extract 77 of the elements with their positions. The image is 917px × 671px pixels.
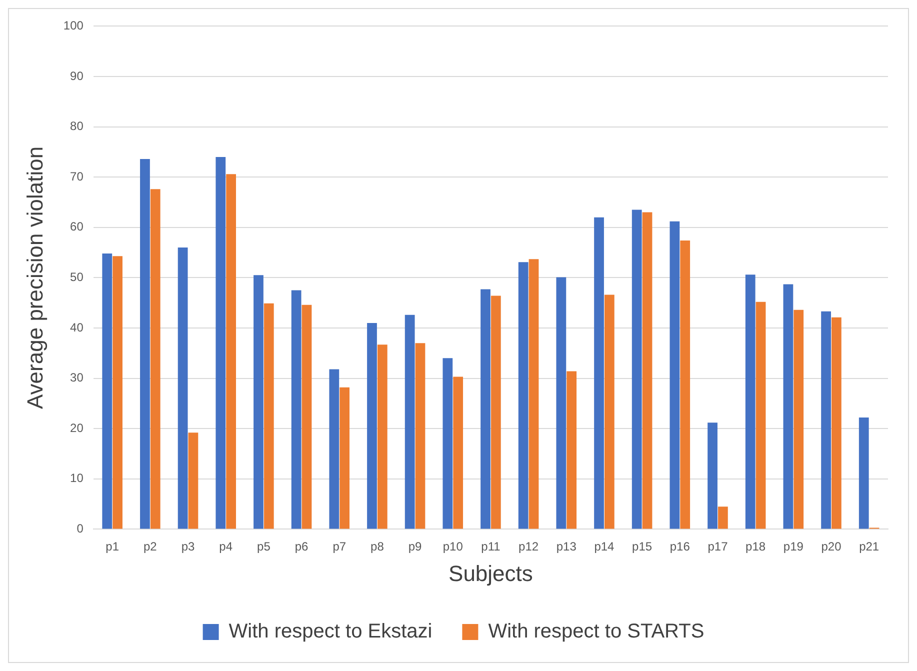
bar: [518, 262, 528, 529]
bar: [112, 256, 122, 529]
bar: [783, 284, 794, 529]
bar: [604, 294, 614, 529]
bar: [291, 290, 302, 529]
x-tick-label: p3: [181, 540, 196, 554]
x-tick-label: p21: [859, 540, 880, 554]
x-tick-label: p20: [821, 540, 842, 554]
y-tick-label: 60: [70, 220, 84, 234]
bar: [490, 296, 501, 529]
y-axis-title: Average precision violation: [22, 146, 48, 409]
bar: [140, 158, 150, 529]
x-tick-label: p9: [408, 540, 422, 554]
legend-label: With respect to STARTS: [488, 620, 704, 643]
bar: [680, 240, 690, 529]
legend-label: With respect to Ekstazi: [228, 620, 432, 643]
x-tick-label: p11: [481, 540, 501, 554]
x-tick-label: p16: [670, 540, 690, 554]
bar: [756, 302, 766, 529]
bar: [150, 189, 160, 529]
bar: [480, 289, 490, 529]
bar: [442, 358, 453, 529]
y-tick-label: 100: [63, 18, 84, 33]
x-tick-label: p15: [632, 540, 652, 554]
y-tick-label: 70: [70, 169, 84, 184]
bar: [367, 322, 377, 529]
bar: [528, 259, 539, 529]
bar: [377, 344, 388, 529]
y-tick-label: 90: [70, 68, 84, 83]
bar: [708, 422, 718, 529]
x-tick-label: p8: [370, 540, 384, 554]
bar: [794, 310, 804, 529]
y-tick-label: 80: [70, 119, 84, 134]
bar: [216, 156, 226, 529]
x-tick-label: p18: [746, 540, 766, 554]
bar: [832, 317, 842, 529]
x-tick-label: p5: [257, 540, 271, 554]
bar: [594, 217, 604, 529]
bar: [821, 311, 831, 529]
bar: [226, 174, 236, 529]
x-tick-label: p19: [783, 540, 804, 554]
bar: [340, 387, 350, 529]
x-tick-label: p4: [219, 540, 233, 554]
y-tick-label: 30: [70, 370, 84, 385]
bar: [102, 254, 112, 529]
bar: [264, 303, 274, 529]
x-tick-label: p7: [332, 540, 346, 554]
y-tick-label: 10: [70, 471, 84, 486]
x-tick-label: p13: [556, 540, 577, 554]
x-tick-label: p1: [106, 540, 120, 554]
x-tick-label: p14: [594, 540, 615, 554]
x-tick-label: p10: [442, 540, 464, 554]
bar: [178, 248, 188, 529]
y-tick-label: 20: [70, 420, 84, 435]
bar: [254, 275, 264, 529]
bar: [415, 343, 426, 529]
bar: [745, 274, 756, 529]
bar: [302, 304, 312, 529]
bar: [453, 376, 464, 529]
bar: [566, 371, 577, 529]
x-tick-label: p2: [143, 540, 158, 554]
bar: [188, 432, 198, 529]
bar: [404, 314, 415, 529]
x-tick-label: p17: [708, 540, 728, 554]
y-tick-label: 50: [70, 270, 84, 284]
bar: [670, 221, 680, 529]
bar: [632, 210, 642, 529]
bar: [718, 506, 728, 529]
y-tick-label: 40: [70, 320, 84, 334]
bar: [858, 418, 869, 529]
x-tick-label: p12: [518, 540, 539, 554]
bar: [556, 277, 566, 529]
x-tick-label: p6: [294, 540, 309, 554]
x-axis-title: Subjects: [448, 560, 533, 586]
y-tick-label: 0: [76, 522, 84, 536]
bar: [642, 212, 652, 529]
bar: [329, 369, 340, 529]
